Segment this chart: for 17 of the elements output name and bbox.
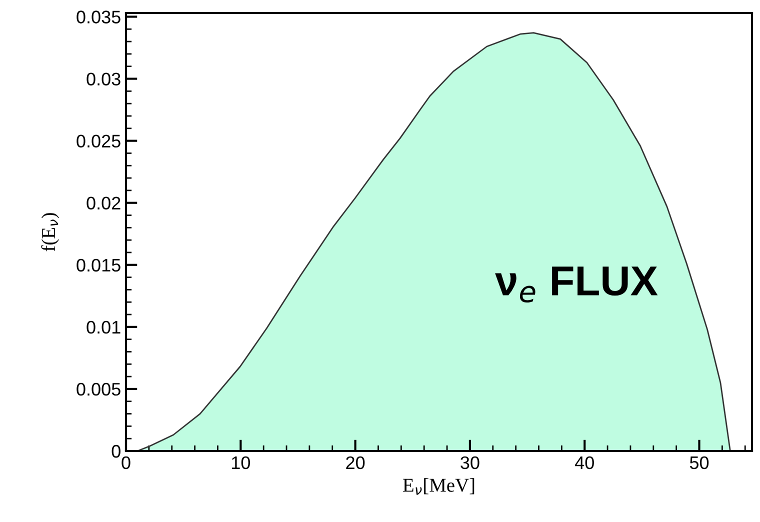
x-tick-label: 0 <box>122 456 130 470</box>
x-tick-label: 40 <box>574 456 594 470</box>
y-tick-label: 0.005 <box>76 382 120 396</box>
y-tick-label: 0.03 <box>86 72 120 86</box>
annotation: ν$_{e}$ FLUX <box>495 266 658 302</box>
x-tick-label: 20 <box>346 456 365 470</box>
y-tick-label: 0.015 <box>76 258 120 272</box>
y-tick-label: 0.02 <box>86 196 120 210</box>
y-tick-label: 0.025 <box>76 134 120 148</box>
y-tick-label: 0.01 <box>86 320 120 334</box>
y-tick-label: 0.035 <box>76 10 120 24</box>
x-tick-label: 30 <box>460 456 480 470</box>
x-tick-label: 10 <box>232 456 250 470</box>
y-axis-title: f(E$_{ν}$) <box>41 213 60 252</box>
x-tick-label: 50 <box>690 456 709 470</box>
y-tick-label: 0 <box>112 444 120 458</box>
x-axis-title: E$_{ν}$[MeV] <box>403 478 474 495</box>
